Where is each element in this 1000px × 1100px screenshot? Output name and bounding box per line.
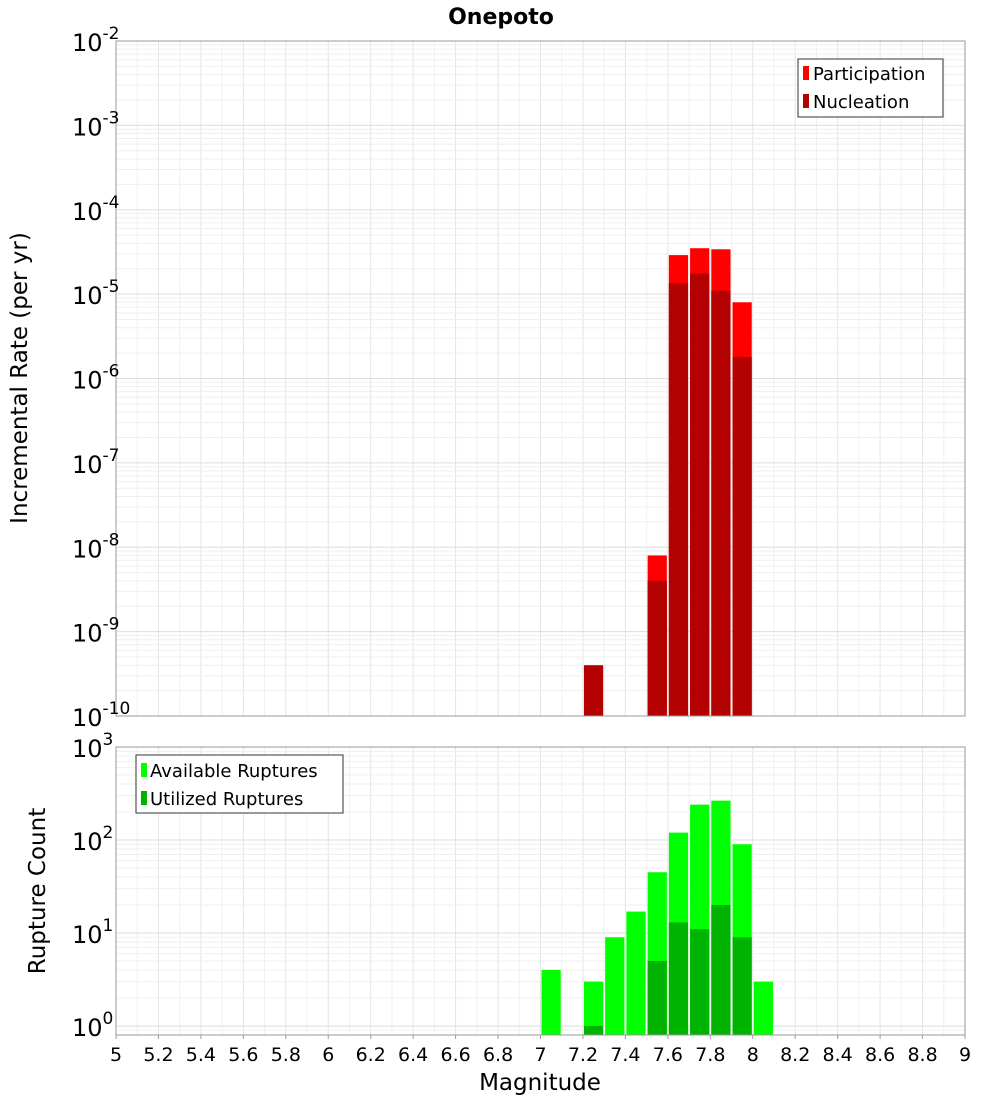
y-tick-label: 10-7: [72, 446, 120, 479]
top-grid: [115, 40, 966, 717]
y-tick-label: 101: [72, 916, 113, 949]
bar-utilized-ruptures: [690, 929, 710, 1035]
bar-nucleation: [647, 580, 667, 716]
bar-available-ruptures: [541, 969, 561, 1035]
y-tick-label: 10-2: [72, 24, 120, 57]
legend-swatch-nucleation: [803, 94, 809, 108]
x-tick-label: 8.8: [907, 1044, 937, 1066]
legend-label-available: Available Ruptures: [150, 761, 318, 782]
y-tick-label: 10-5: [72, 277, 120, 310]
bottom-legend: Available Ruptures Utilized Ruptures: [135, 754, 344, 814]
x-tick-label: 9: [959, 1044, 971, 1066]
x-tick-label: 5.6: [228, 1044, 258, 1066]
x-tick-label: 5: [110, 1044, 122, 1066]
y-tick-label: 10-3: [72, 108, 120, 141]
top-y-ticks: 10-2 10-3 10-4 10-5 10-6 10-7 10-8 10-9 10-10: [72, 24, 130, 732]
y-tick-label: 103: [72, 730, 113, 763]
x-axis-label: Magnitude: [479, 1070, 601, 1096]
y-tick-label: 10-8: [72, 530, 120, 563]
x-tick-label: 6.8: [483, 1044, 513, 1066]
bar-nucleation: [668, 283, 689, 716]
bar-utilized-ruptures: [732, 937, 752, 1035]
bottom-legend-box: [135, 754, 344, 814]
y-tick-label: 10-10: [72, 699, 130, 732]
x-tick-label: 7.6: [653, 1044, 683, 1066]
bottom-y-ticks: 103 102 101 100: [72, 730, 113, 1042]
y-tick-label: 102: [72, 823, 113, 856]
top-y-axis-label: Incremental Rate (per yr): [7, 232, 33, 524]
x-tick-label: 7.8: [695, 1044, 725, 1066]
bottom-y-axis-label: Rupture Count: [25, 808, 51, 974]
legend-label-utilized: Utilized Ruptures: [150, 789, 303, 810]
bar-available-ruptures: [583, 981, 604, 1035]
y-tick-label: 100: [72, 1009, 113, 1042]
y-tick-label: 10-6: [72, 362, 120, 395]
bar-available-ruptures: [753, 981, 773, 1035]
x-tick-label: 6.4: [398, 1044, 428, 1066]
x-tick-label: 7: [534, 1044, 546, 1066]
x-tick-label: 6: [322, 1044, 334, 1066]
bar-nucleation: [711, 290, 731, 716]
x-tick-label: 7.4: [610, 1044, 640, 1066]
legend-swatch-participation: [803, 66, 809, 80]
bar-nucleation: [690, 273, 710, 716]
x-tick-label: 5.8: [271, 1044, 301, 1066]
bar-utilized-ruptures: [668, 922, 689, 1035]
bottom-bars: [541, 800, 773, 1035]
bar-utilized-ruptures: [647, 960, 667, 1035]
bar-available-ruptures: [626, 911, 646, 1035]
x-tick-label: 5.2: [143, 1044, 173, 1066]
top-plot-frame: [115, 40, 966, 717]
x-tick-label: 6.6: [440, 1044, 470, 1066]
top-bars: [583, 248, 752, 717]
legend-swatch-utilized: [141, 791, 147, 805]
top-legend-box: [797, 58, 944, 118]
bar-nucleation: [732, 356, 752, 716]
x-tick-label: 6.2: [356, 1044, 386, 1066]
legend-swatch-available: [141, 763, 147, 777]
x-ticks: 5 5.2 5.4 5.6 5.8 6 6.2 6.4 6.6 6.8 7 7.2 7.4 7.6 7.8 8…: [110, 1035, 971, 1066]
chart-title: Onepoto: [448, 5, 554, 30]
legend-label-participation: Participation: [813, 64, 925, 85]
x-tick-label: 8.6: [865, 1044, 895, 1066]
x-tick-label: 5.4: [186, 1044, 216, 1066]
top-legend: Participation Nucleation: [797, 58, 944, 118]
x-tick-label: 8: [747, 1044, 759, 1066]
bar-available-ruptures: [605, 937, 625, 1035]
x-tick-label: 8.2: [780, 1044, 810, 1066]
legend-label-nucleation: Nucleation: [813, 92, 909, 113]
x-tick-label: 7.2: [568, 1044, 598, 1066]
bar-nucleation: [583, 665, 604, 716]
x-tick-label: 8.4: [823, 1044, 853, 1066]
y-tick-label: 10-9: [72, 615, 120, 648]
y-tick-label: 10-4: [72, 193, 120, 226]
bar-utilized-ruptures: [583, 1025, 604, 1035]
bar-utilized-ruptures: [711, 904, 731, 1035]
